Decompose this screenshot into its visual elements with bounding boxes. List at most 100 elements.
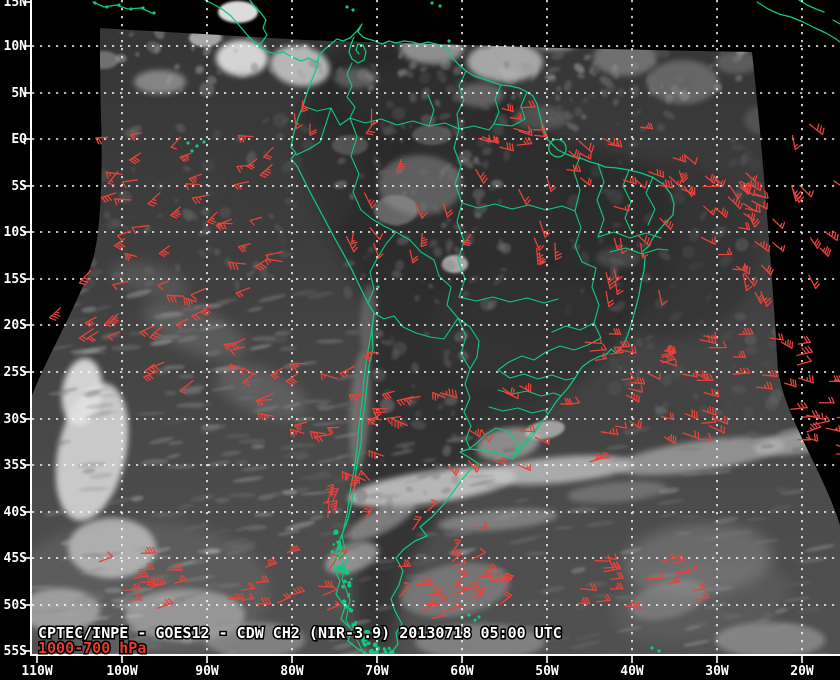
wind-barb-cluster	[139, 308, 299, 395]
speckle	[444, 395, 458, 406]
wind-barb-cluster	[341, 450, 384, 485]
speckle	[451, 94, 459, 102]
speckle	[414, 294, 420, 302]
speckle	[445, 84, 456, 94]
speckle	[189, 210, 199, 221]
speckle	[406, 504, 437, 511]
speckle	[157, 213, 164, 218]
speckle	[106, 626, 138, 633]
speckle	[701, 533, 729, 542]
speckle	[100, 615, 114, 620]
speckle	[174, 198, 179, 203]
speckle	[546, 599, 565, 606]
small-islands	[93, 1, 661, 653]
speckle	[751, 244, 758, 249]
speckle	[281, 116, 290, 124]
speckle	[554, 526, 574, 530]
speckle	[760, 628, 781, 632]
wind-barb-cluster	[702, 179, 769, 271]
speckle	[515, 498, 530, 503]
fjord-dot	[352, 600, 354, 603]
speckle	[86, 410, 112, 419]
wind-barb-cluster	[566, 122, 674, 189]
speckle	[402, 444, 410, 451]
speckle	[331, 544, 361, 553]
speckle	[125, 289, 152, 299]
cloud-blob	[205, 622, 305, 656]
speckle	[301, 474, 333, 480]
speckle	[447, 167, 461, 183]
marajo-island	[548, 138, 567, 158]
speckle	[479, 576, 510, 580]
speckle	[104, 587, 123, 594]
fjord-dot	[389, 649, 395, 656]
speckle	[235, 459, 249, 466]
cloud-blob	[629, 579, 707, 621]
speckle	[277, 268, 283, 272]
speckle	[719, 225, 727, 237]
speckle	[566, 122, 580, 132]
cloud-blob	[415, 624, 545, 656]
speckle	[127, 560, 149, 565]
speckle	[405, 486, 413, 492]
speckle	[105, 218, 122, 230]
speckle	[110, 271, 125, 280]
speckle	[410, 419, 427, 430]
speckle	[656, 123, 666, 132]
speckle	[131, 495, 144, 501]
lat-tick-label: 5S	[11, 179, 27, 194]
speckle	[181, 523, 210, 532]
speckle	[727, 401, 732, 405]
speckle	[498, 66, 507, 75]
speckle	[797, 606, 823, 614]
speckle	[204, 549, 221, 555]
speckle	[494, 512, 518, 521]
speckle	[383, 168, 389, 175]
speckle	[618, 365, 622, 371]
speckle	[639, 560, 660, 565]
cloud-blob	[61, 358, 103, 426]
speckle	[65, 596, 89, 605]
speckle	[144, 280, 155, 287]
lon-tick-label: 20W	[790, 664, 814, 679]
speckle	[680, 87, 689, 103]
fjord-dot	[335, 540, 338, 543]
speckle	[299, 124, 310, 134]
speckle	[699, 211, 707, 221]
lat-tick-label: 25S	[4, 365, 28, 380]
speckle	[277, 529, 301, 536]
speckle	[471, 226, 479, 231]
speckle	[228, 492, 257, 498]
lon-tick-label: 100W	[106, 664, 137, 679]
speckle	[760, 358, 773, 368]
speckle	[589, 163, 603, 178]
speckle	[84, 278, 96, 289]
cloud-blob	[270, 45, 330, 87]
speckle	[679, 447, 702, 451]
speckle	[395, 259, 404, 272]
speckle	[474, 213, 482, 219]
speckle	[500, 267, 507, 272]
speckle	[398, 54, 402, 59]
speckle	[784, 581, 812, 586]
cloud-blob	[111, 261, 189, 299]
speckle	[523, 599, 541, 606]
speckle	[155, 369, 170, 375]
speckle	[768, 504, 792, 513]
speckle	[199, 324, 227, 331]
speckle	[409, 124, 412, 129]
speckle	[439, 60, 451, 71]
lat-tick-label: 50S	[4, 598, 28, 613]
speckle	[284, 197, 293, 206]
speckle	[205, 350, 221, 357]
speckle	[551, 636, 571, 641]
speckle	[676, 515, 700, 519]
cloud-blob	[456, 83, 504, 107]
speckle	[681, 245, 695, 259]
speckle	[727, 158, 739, 168]
speckle	[146, 41, 162, 54]
speckle	[82, 568, 109, 575]
speckle	[726, 434, 733, 441]
product-title: CPTEC/INPE - GOES12 - CDW CH2 (NIR-3.9) …	[38, 624, 562, 642]
speckle	[564, 303, 573, 316]
